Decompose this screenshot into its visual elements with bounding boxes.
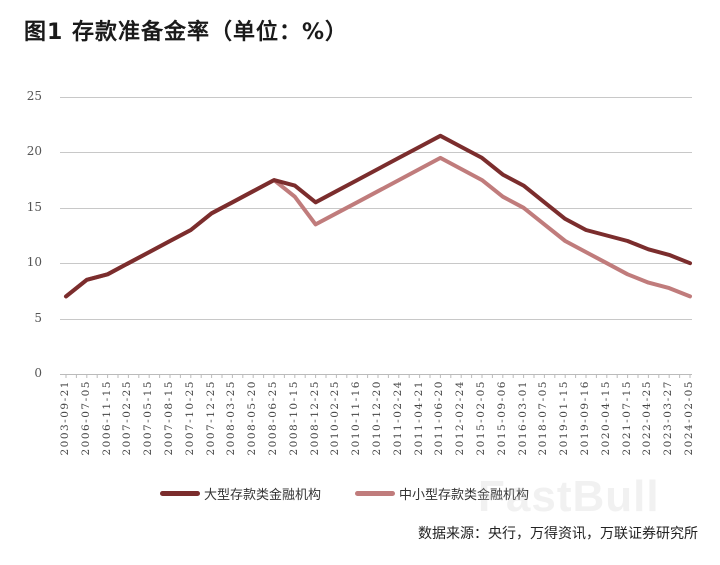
y-tick-label: 25 <box>26 89 42 103</box>
legend-item-small: 中小型存款类金融机构 <box>355 484 529 503</box>
x-tick-label: 2008-12-25 <box>308 380 321 456</box>
watermark: FastBull <box>478 472 660 521</box>
legend-item-large: 大型存款类金融机构 <box>160 484 321 503</box>
gridline <box>60 263 692 265</box>
y-tick-label: 10 <box>26 255 42 270</box>
gridline <box>60 207 692 209</box>
x-tick-label: 2008-10-15 <box>287 380 300 456</box>
x-tick-label: 2006-07-05 <box>79 380 92 456</box>
x-tick-label: 2021-07-15 <box>620 380 633 456</box>
x-tick-label: 2019-01-15 <box>558 380 571 456</box>
gridline <box>60 374 692 375</box>
y-tick-label: 5 <box>34 310 42 325</box>
x-tick-label: 2015-02-05 <box>475 380 487 456</box>
chart-title: 图1 存款准备金率（单位：%） <box>24 20 349 45</box>
x-tick-label: 2003-09-21 <box>59 380 71 456</box>
x-tick-label: 2011-02-24 <box>391 380 404 456</box>
plot-area <box>64 133 692 378</box>
legend-swatch-large <box>160 491 200 496</box>
legend: 大型存款类金融机构 中小型存款类金融机构 <box>160 484 529 503</box>
legend-swatch-small <box>355 491 396 496</box>
x-tick-label: 2007-02-25 <box>121 380 134 456</box>
x-tick-label: 2008-06-25 <box>267 380 279 456</box>
x-tick-label: 2012-02-24 <box>454 380 467 456</box>
gridline <box>60 97 692 98</box>
x-tick-label: 2010-02-25 <box>329 380 342 456</box>
gridline <box>60 152 692 154</box>
gridline <box>60 318 692 320</box>
y-tick-label: 15 <box>26 199 42 214</box>
source-note: 数据来源：央行，万得资讯，万联证券研究所 <box>418 526 698 542</box>
x-tick-label: 2011-04-21 <box>412 380 425 456</box>
x-tick-label: 2020-04-15 <box>599 380 612 456</box>
x-tick-label: 2022-04-25 <box>641 380 654 456</box>
x-tick-label: 2016-03-01 <box>516 380 529 456</box>
x-tick-label: 2010-12-20 <box>371 380 383 456</box>
x-tick-label: 2008-05-20 <box>246 380 259 456</box>
x-tick-label: 2019-09-16 <box>579 380 591 456</box>
series-line <box>64 133 692 299</box>
x-tick-label: 2007-05-15 <box>142 380 155 456</box>
x-tick-label: 2015-09-06 <box>495 380 508 456</box>
x-tick-label: 2010-11-16 <box>350 380 363 456</box>
y-tick-label: 0 <box>34 366 42 380</box>
y-tick-label: 20 <box>26 144 42 159</box>
x-tick-label: 2018-07-05 <box>537 380 550 456</box>
x-tick-label: 2007-10-25 <box>183 380 196 456</box>
legend-label-large: 大型存款类金融机构 <box>204 488 322 503</box>
x-tick-label: 2007-12-25 <box>204 380 217 456</box>
x-tick-label: 2011-06-20 <box>433 380 446 456</box>
x-tick-label: 2007-08-15 <box>163 380 175 456</box>
legend-label-small: 中小型存款类金融机构 <box>399 488 530 503</box>
x-tick-label: 2023-03-27 <box>662 380 675 456</box>
x-tick-label: 2006-11-15 <box>100 380 113 456</box>
x-tick-label: 2024-02-05 <box>683 380 695 456</box>
series-line <box>64 155 692 299</box>
x-tick-label: 2008-03-25 <box>225 380 238 456</box>
